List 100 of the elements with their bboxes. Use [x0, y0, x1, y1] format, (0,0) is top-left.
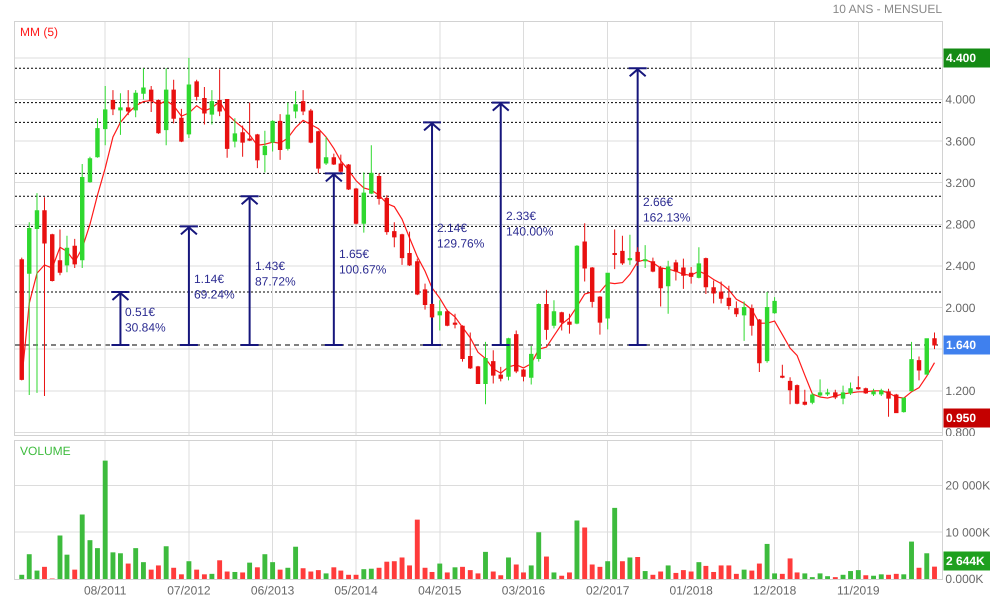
candlestick	[332, 153, 336, 166]
candlestick	[529, 346, 534, 386]
bar	[514, 564, 519, 579]
bar	[217, 560, 222, 579]
bar	[680, 570, 686, 579]
candlestick	[924, 338, 929, 375]
candlestick	[338, 154, 344, 174]
bar	[886, 574, 891, 579]
candlestick	[666, 260, 670, 314]
bar	[95, 548, 100, 579]
candlestick	[110, 90, 116, 116]
bar	[72, 570, 78, 579]
bar	[673, 572, 678, 579]
bar	[278, 570, 283, 579]
candlestick	[902, 398, 906, 414]
y-tick-label: 10 000K	[945, 525, 990, 540]
bar	[916, 568, 922, 579]
candlestick	[202, 86, 207, 125]
candlestick	[354, 187, 358, 225]
y-tick-label: 2.800	[945, 218, 976, 232]
bar	[338, 570, 344, 579]
bar	[818, 573, 823, 579]
bar	[285, 568, 290, 579]
bar	[186, 561, 192, 579]
candlestick	[718, 281, 724, 304]
bar	[400, 557, 404, 579]
bar	[840, 574, 846, 579]
bar	[133, 548, 138, 579]
bar	[102, 460, 108, 579]
line-series	[21, 100, 936, 399]
candlestick	[27, 222, 32, 396]
candlestick	[278, 114, 282, 160]
candlestick	[72, 238, 77, 269]
bar	[460, 566, 465, 579]
y-tick-label: 0.000K	[945, 572, 984, 586]
candlestick	[376, 172, 382, 206]
bar	[209, 574, 214, 579]
bar	[703, 566, 708, 579]
bar	[552, 572, 556, 579]
bar	[909, 542, 914, 579]
bar	[734, 574, 739, 579]
candlestick	[126, 90, 130, 116]
candlestick	[483, 341, 488, 405]
candlestick	[452, 313, 458, 329]
text: 2 644K	[946, 554, 986, 568]
candlestick	[802, 389, 808, 406]
candlestick	[324, 136, 328, 166]
text: VOLUME	[20, 444, 71, 458]
x-tick-label: 03/2016	[502, 583, 546, 598]
x-tick-label: 05/2014	[334, 583, 378, 598]
bar	[802, 573, 808, 579]
candlestick	[514, 330, 518, 374]
x-tick-label: 02/2017	[586, 583, 630, 598]
candlestick	[316, 130, 321, 174]
candlestick	[42, 196, 47, 396]
bar	[590, 564, 595, 579]
bar	[742, 570, 747, 579]
candlestick	[438, 300, 442, 331]
candlestick	[833, 389, 838, 400]
candlestick	[262, 130, 268, 173]
candlestick	[80, 164, 84, 269]
candlestick	[658, 265, 663, 308]
bar	[270, 562, 276, 579]
candlestick	[498, 366, 503, 382]
bar	[407, 565, 412, 579]
candlestick	[445, 309, 450, 327]
y-tick-label: 1.200	[945, 384, 976, 398]
candlestick	[750, 304, 754, 336]
candlestick	[20, 257, 24, 381]
candlestick	[521, 368, 526, 382]
annotation: 1.65€ 100.67%	[339, 247, 387, 277]
candlestick	[293, 90, 298, 119]
bar	[476, 573, 480, 579]
candlestick	[864, 387, 868, 394]
bar	[308, 572, 314, 579]
candlestick	[909, 341, 914, 392]
bar	[354, 574, 359, 579]
candlestick	[871, 388, 876, 396]
bar	[756, 564, 762, 579]
bar	[126, 564, 131, 579]
candlestick	[369, 144, 374, 195]
bar	[148, 570, 154, 579]
candlestick	[840, 385, 846, 405]
bar	[240, 572, 246, 579]
bar	[300, 568, 306, 579]
candlestick	[734, 300, 739, 318]
candlestick	[232, 118, 238, 148]
bar	[392, 561, 397, 579]
bar	[468, 570, 473, 579]
bar	[666, 565, 671, 579]
bar	[80, 514, 85, 579]
candlestick	[590, 266, 594, 308]
candlestick	[415, 258, 420, 296]
bar	[171, 568, 176, 579]
bar	[140, 562, 146, 579]
bar	[620, 561, 625, 579]
x-tick-label: 07/2012	[167, 583, 211, 598]
bar	[414, 520, 420, 579]
candlestick	[141, 68, 146, 100]
bar	[749, 570, 754, 579]
